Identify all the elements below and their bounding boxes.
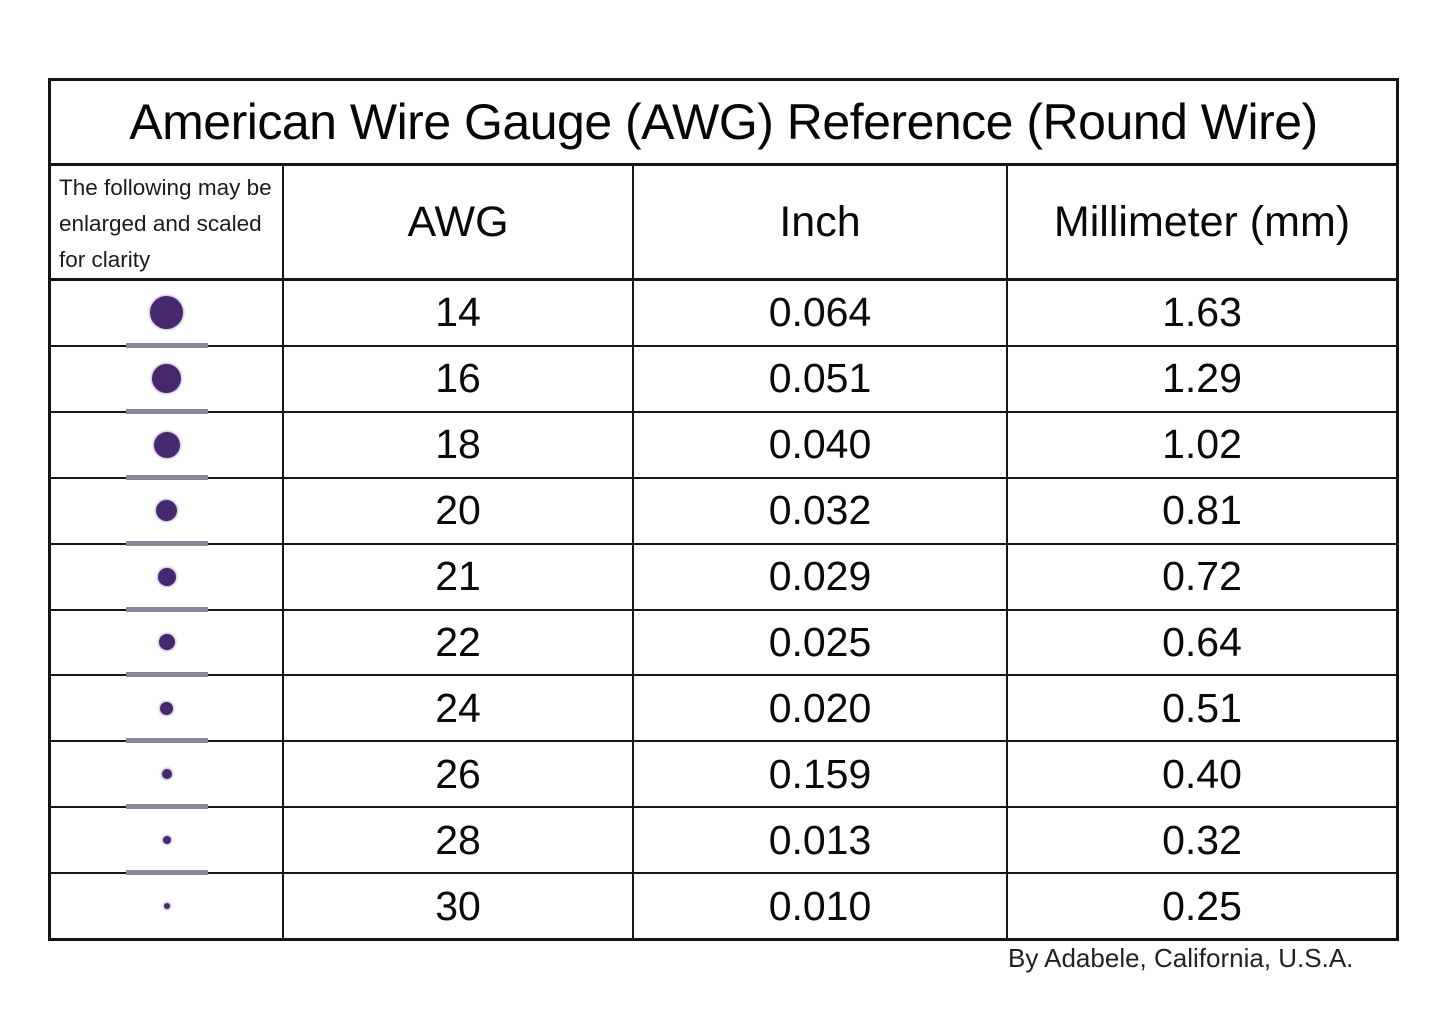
dot-underline [125,738,208,744]
wire-diameter-dot-icon [158,634,175,651]
wire-diameter-dot-icon [161,769,172,780]
awg-value: 28 [284,808,634,873]
dot-cell [51,478,284,546]
dot-underline [125,540,208,546]
inch-value: 0.032 [634,478,1008,543]
wire-diameter-dot-icon [156,500,177,522]
dot-underline [125,672,208,678]
inch-value: 0.013 [634,808,1008,873]
column-header-awg: AWG [284,166,634,278]
dot-cell [51,346,284,414]
wire-diameter-dot-icon [157,567,176,586]
dot-cell [51,874,284,939]
mm-value: 0.72 [1162,553,1242,600]
table-row: 14 0.064 1.63 [51,281,1396,348]
dot-underline [125,870,208,876]
dot-cell [51,544,284,612]
wire-diameter-dot-icon [163,903,170,910]
mm-value: 1.02 [1162,421,1242,468]
awg-value: 14 [284,281,634,345]
mm-value: 0.32 [1162,816,1242,863]
mm-value: 0.81 [1162,487,1242,534]
inch-value: 0.010 [634,874,1008,939]
note-cell: The following may be enlarged and scaled… [51,166,284,278]
mm-value: 0.25 [1162,882,1242,929]
table-row: 26 0.159 0.40 [51,742,1396,810]
dot-underline [125,408,208,414]
table-header-row: The following may be enlarged and scaled… [51,166,1396,281]
table-row: 16 0.051 1.29 [51,346,1396,414]
awg-value: 26 [284,742,634,807]
table-row: 28 0.013 0.32 [51,808,1396,876]
awg-value: 30 [284,874,634,939]
wire-diameter-dot-icon [153,431,180,458]
inch-value: 0.040 [634,412,1008,477]
table-row: 24 0.020 0.51 [51,676,1396,744]
wire-diameter-dot-icon [150,296,183,330]
awg-value: 18 [284,412,634,477]
awg-value: 21 [284,544,634,609]
dot-cell [51,676,284,744]
inch-value: 0.064 [634,281,1008,345]
column-header-inch: Inch [634,166,1008,278]
inch-value: 0.020 [634,676,1008,741]
awg-value: 22 [284,610,634,675]
table-row: 20 0.032 0.81 [51,478,1396,546]
table-row: 22 0.025 0.64 [51,610,1396,678]
awg-value: 16 [284,346,634,411]
table-row: 18 0.040 1.02 [51,412,1396,480]
mm-value: 1.29 [1162,355,1242,402]
dot-cell [51,808,284,876]
mm-value: 0.40 [1162,750,1242,797]
dot-underline [125,606,208,612]
inch-value: 0.159 [634,742,1008,807]
dot-underline [125,474,208,480]
wire-diameter-dot-icon [162,836,171,845]
column-header-millimeter: Millimeter (mm) [1053,197,1351,246]
mm-value: 1.63 [1162,289,1242,336]
dot-underline [125,804,208,810]
inch-value: 0.051 [634,346,1008,411]
inch-value: 0.025 [634,610,1008,675]
table-row: 30 0.010 0.25 [51,874,1396,939]
table-row: 21 0.029 0.72 [51,544,1396,612]
dot-cell [51,610,284,678]
mm-value: 0.51 [1162,684,1242,731]
dot-cell [51,742,284,810]
dot-underline [125,342,208,348]
wire-diameter-dot-icon [160,701,173,715]
awg-value: 20 [284,478,634,543]
wire-diameter-dot-icon [152,364,181,394]
table-title-row: American Wire Gauge (AWG) Reference (Rou… [51,81,1396,166]
awg-table: American Wire Gauge (AWG) Reference (Rou… [48,78,1399,941]
credit-text: By Adabele, California, U.S.A. [1008,943,1354,973]
dot-cell [51,412,284,480]
inch-value: 0.029 [634,544,1008,609]
dot-cell [51,281,284,348]
page-title: American Wire Gauge (AWG) Reference (Rou… [129,94,1318,150]
awg-value: 24 [284,676,634,741]
mm-value: 0.64 [1162,618,1242,665]
